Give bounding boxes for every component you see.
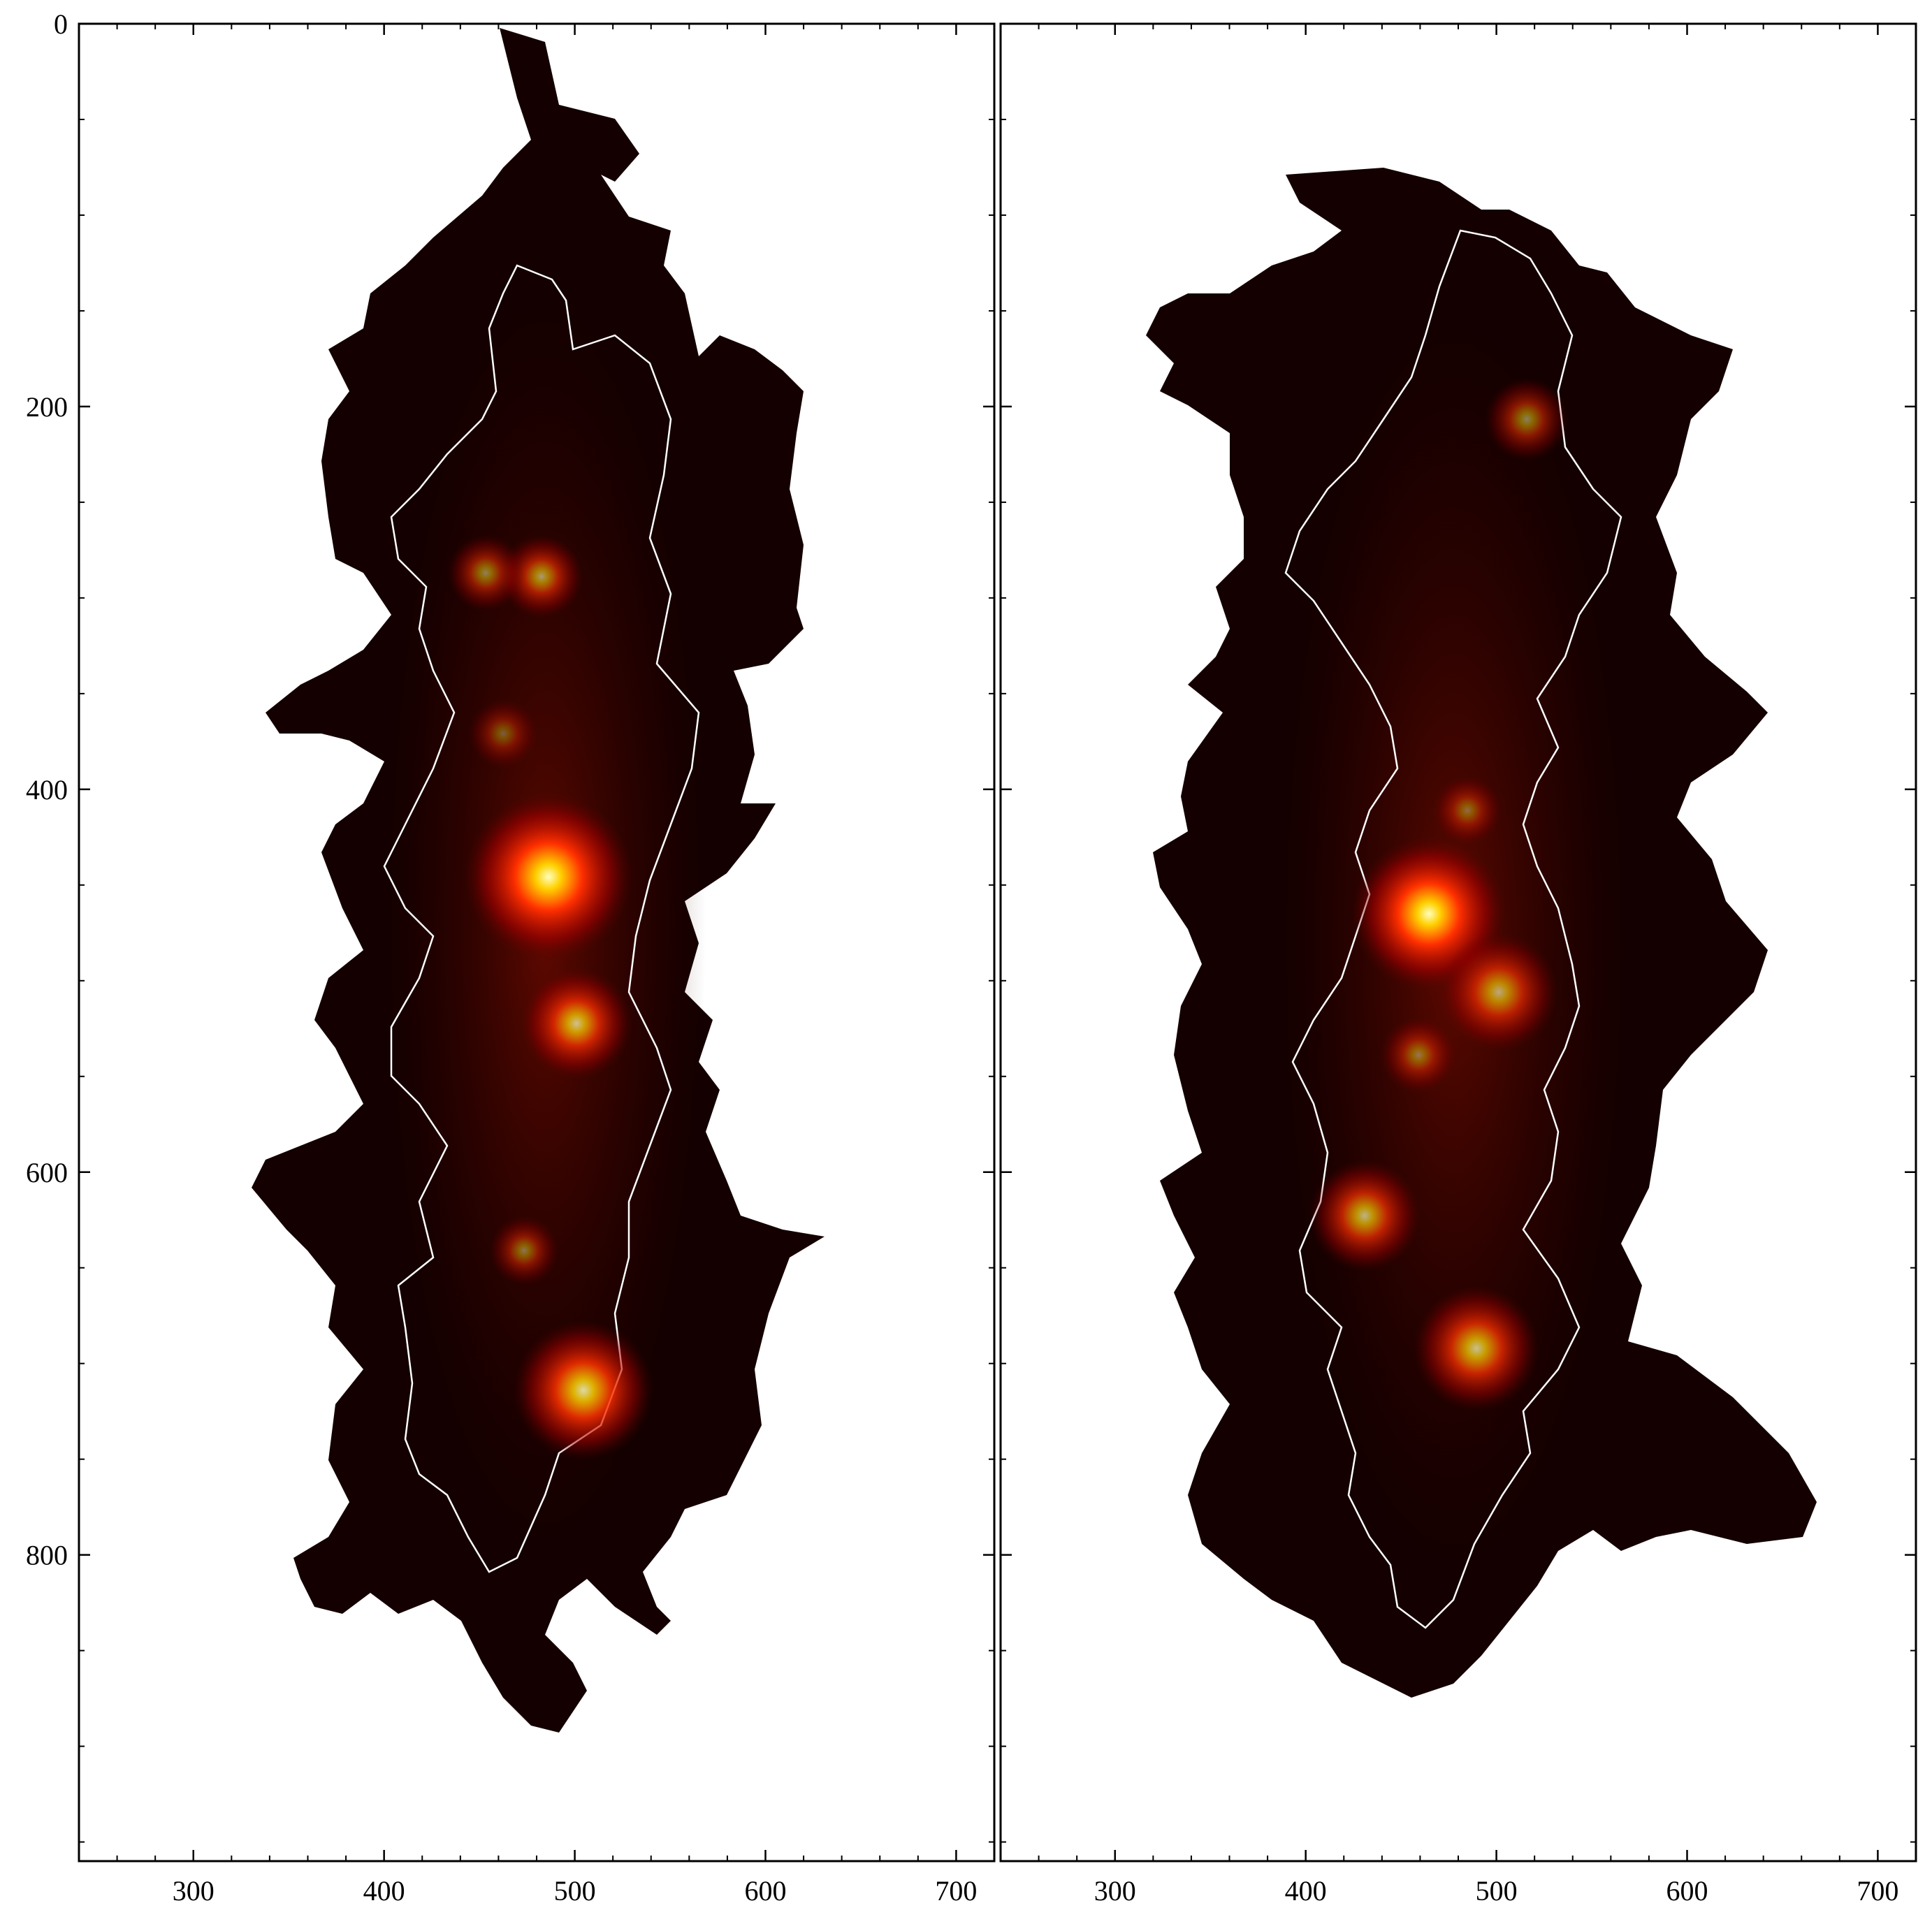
y-tick-label: 800 [26, 1540, 68, 1571]
x-tick-label: 700 [1857, 1875, 1898, 1907]
x-tick-label: 500 [1476, 1875, 1518, 1907]
y-tick-label: 200 [26, 391, 68, 423]
x-tick-label: 700 [935, 1875, 977, 1907]
left-panel [78, 22, 996, 1863]
right-hotspots [1309, 377, 1569, 1411]
y-tick-label: 600 [26, 1157, 68, 1188]
y-tick-label: 400 [26, 774, 68, 806]
left-contour [383, 264, 700, 1573]
x-tick-label: 300 [173, 1875, 215, 1907]
x-tick-label: 600 [745, 1875, 787, 1907]
axis-ticks: 300 400 500 600 700 0 200 400 600 800 300 400 500 600… [26, 8, 1917, 1907]
right-contour [1284, 229, 1622, 1629]
x-tick-label: 400 [363, 1875, 405, 1907]
left-hotspots [447, 534, 653, 1460]
x-tick-label: 500 [554, 1875, 596, 1907]
x-tick-label: 400 [1285, 1875, 1327, 1907]
right-panel [999, 22, 1917, 1863]
x-tick-label: 600 [1666, 1875, 1708, 1907]
y-tick-label: 0 [54, 8, 68, 40]
x-tick-label: 300 [1094, 1875, 1136, 1907]
